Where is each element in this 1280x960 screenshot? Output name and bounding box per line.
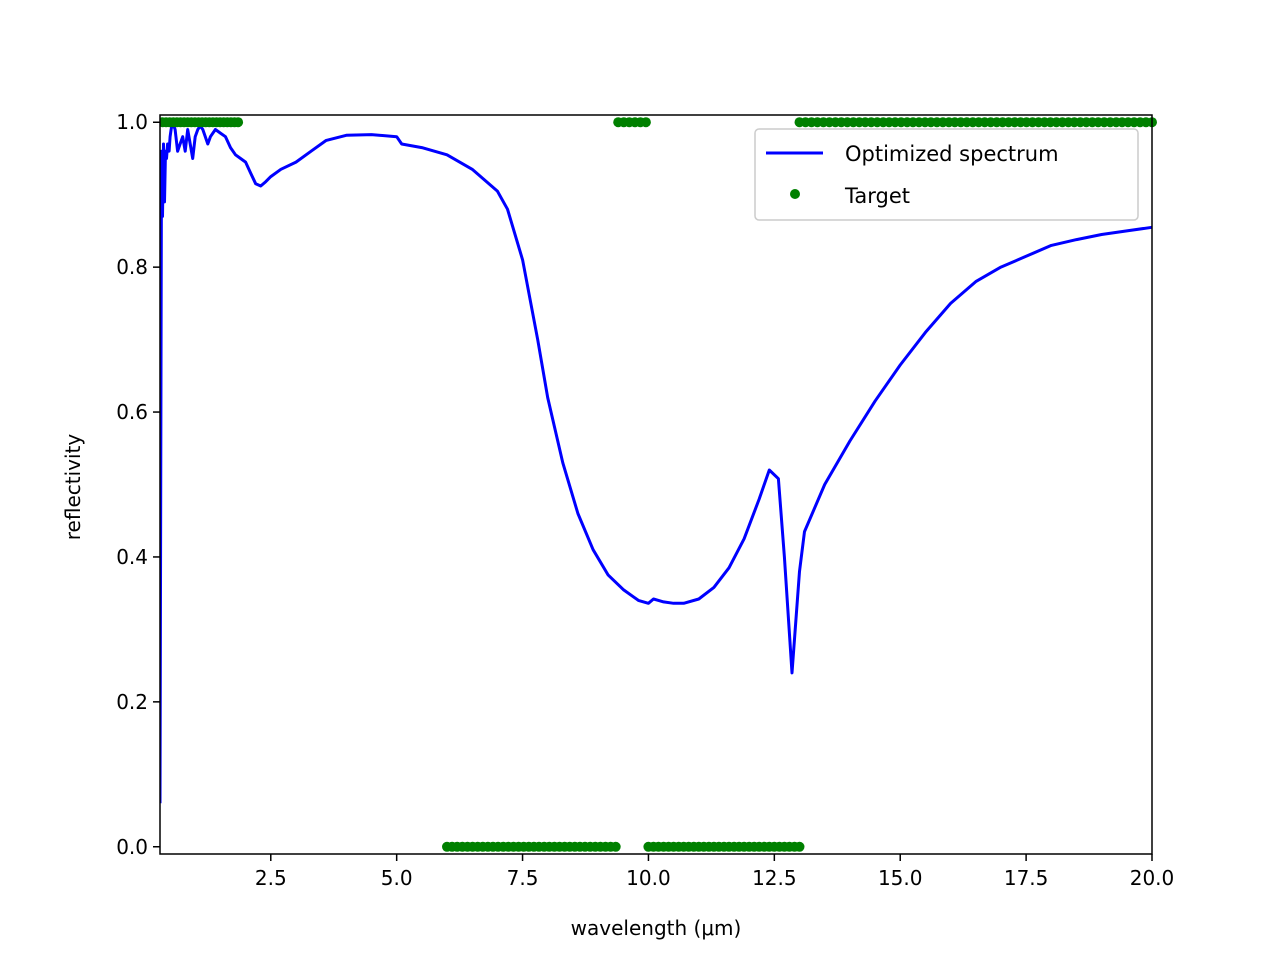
target-point [610, 841, 621, 852]
target-point [233, 117, 244, 128]
x-tick-label: 7.5 [507, 866, 539, 890]
legend-label-optimized: Optimized spectrum [845, 142, 1059, 166]
legend-point-swatch [790, 189, 800, 199]
y-tick-label: 0.0 [116, 835, 148, 859]
x-tick-label: 20.0 [1130, 866, 1175, 890]
target-point [794, 841, 805, 852]
legend: Optimized spectrum Target [754, 128, 1139, 221]
y-tick-label: 1.0 [116, 110, 148, 134]
x-tick-label: 12.5 [752, 866, 797, 890]
y-tick-label: 0.6 [116, 400, 148, 424]
y-tick-label: 0.2 [116, 690, 148, 714]
x-tick-label: 10.0 [626, 866, 671, 890]
x-axis-label: wavelength (μm) [571, 916, 742, 940]
x-tick-label: 2.5 [255, 866, 287, 890]
y-axis-label: reflectivity [61, 434, 85, 541]
target-point [640, 117, 651, 128]
legend-label-target: Target [844, 184, 910, 208]
x-tick-label: 5.0 [381, 866, 413, 890]
y-tick-label: 0.4 [116, 545, 148, 569]
plot-frame [159, 114, 1153, 855]
axes: 2.5 5.0 7.5 10.0 12.5 15.0 17.5 20.0 0.0 0.2 0.4 0.… [116, 110, 1174, 890]
x-tick-label: 17.5 [1004, 866, 1049, 890]
optimized-spectrum-line [160, 120, 1153, 804]
legend-frame [754, 128, 1139, 221]
y-tick-label: 0.8 [116, 255, 148, 279]
x-tick-label: 15.0 [878, 866, 923, 890]
plot-area [160, 117, 1157, 852]
